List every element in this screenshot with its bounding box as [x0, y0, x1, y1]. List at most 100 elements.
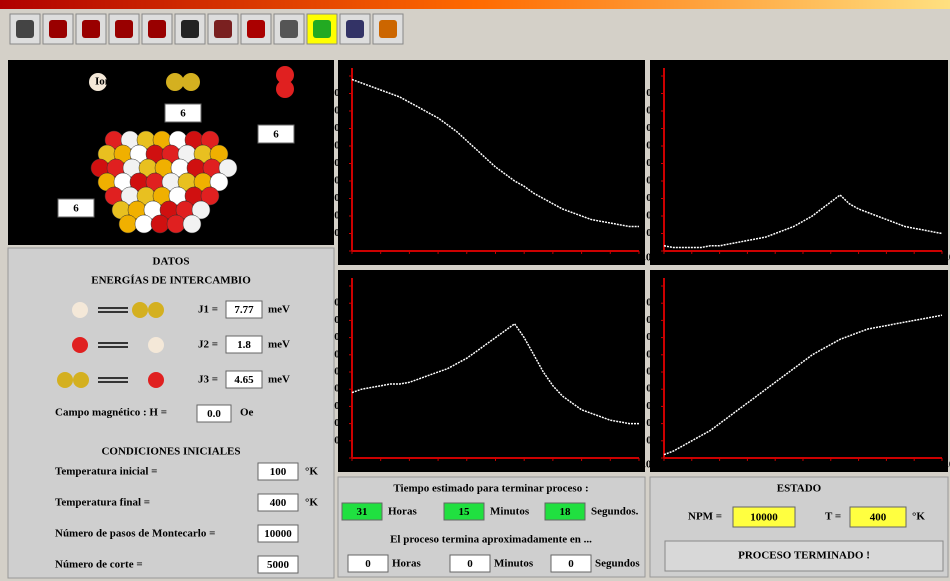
- condition-label: Número de corte =: [55, 559, 143, 571]
- x-tick-label: 130.0: [368, 459, 393, 471]
- y-tick-label: 0.5: [334, 366, 348, 378]
- legend-ball: [72, 337, 88, 353]
- y-tick-label: 0.4: [334, 383, 348, 395]
- y-tick-label: 0.2: [646, 417, 660, 429]
- remaining-value: 0: [467, 558, 473, 570]
- lattice-ball: [151, 215, 169, 233]
- chart-panel: [650, 60, 948, 265]
- x-tick-label: 310.0: [846, 252, 871, 264]
- section-subtitle: El proceso termina aproximadamente en ..…: [390, 534, 592, 546]
- chart-title: C / Cmax: [358, 271, 403, 283]
- time-unit: Minutos: [490, 506, 530, 518]
- x-tick-label: 340.0: [874, 252, 899, 264]
- chart-title: E / Emax: [670, 271, 714, 283]
- y-tick-label: 0.8: [646, 314, 660, 326]
- x-axis-label: T (K): [613, 446, 639, 458]
- x-tick-label: 250.0: [791, 252, 816, 264]
- x-tick-label: 190.0: [426, 459, 451, 471]
- field-label: Campo magnético : H =: [55, 407, 167, 419]
- y-tick-label: 0.1: [646, 227, 660, 239]
- chart-annotation: T = 0.0 Oe: [362, 308, 411, 320]
- legend-ball: [148, 337, 164, 353]
- ion-label: Ion =: [95, 76, 120, 88]
- chart-annotation: T = 0.0 Oe: [692, 109, 741, 121]
- x-tick-label: 220.0: [454, 252, 479, 264]
- y-tick-label: 0.1: [646, 434, 660, 446]
- y-tick-label: 0.2: [334, 210, 348, 222]
- y-tick-label: 0.5: [334, 157, 348, 169]
- legend-ball: [72, 302, 88, 318]
- legend-ball: [57, 372, 73, 388]
- toolbar-icon: [148, 20, 166, 38]
- condition-unit: °K: [305, 466, 318, 478]
- size-value: 6: [73, 203, 79, 215]
- ion-symbol: M: [128, 76, 139, 88]
- time-unit: Segundos.: [591, 506, 639, 518]
- temp-unit: °K: [912, 511, 925, 523]
- toolbar-icon: [214, 20, 232, 38]
- status-text: PROCESO TERMINADO !: [738, 550, 870, 562]
- size-label: Ny =: [228, 128, 250, 140]
- exchange-value: 7.77: [234, 304, 254, 316]
- y-tick-label: 0.3: [334, 400, 348, 412]
- y-tick-label: 1: [343, 70, 349, 82]
- y-tick-label: 0.9: [334, 87, 348, 99]
- section-title: ESTADO: [777, 483, 822, 495]
- condition-label: Temperatura final =: [55, 497, 150, 509]
- y-tick-label: 0.1: [334, 434, 348, 446]
- toolbar-icon: [181, 20, 199, 38]
- x-tick-label: 190.0: [735, 459, 760, 471]
- chart-title: X: [670, 61, 678, 73]
- y-tick-label: 0.4: [334, 175, 348, 187]
- x-tick-label: 280.0: [512, 252, 537, 264]
- lattice-ball: [119, 215, 137, 233]
- y-tick-label: 0.5: [646, 157, 660, 169]
- time-value: 31: [357, 506, 368, 518]
- y-tick-label: 0.4: [646, 383, 660, 395]
- remaining-value: 0: [365, 558, 371, 570]
- x-tick-label: 400.0: [930, 252, 950, 264]
- condition-value: 400: [270, 497, 287, 509]
- x-tick-label: 100.0: [340, 252, 365, 264]
- condition-value: 10000: [264, 528, 292, 540]
- x-tick-label: 190.0: [735, 252, 760, 264]
- x-axis-label: T (K): [613, 239, 639, 251]
- size-value: 6: [180, 108, 186, 120]
- toolbar-icon: [313, 20, 331, 38]
- section-title: CONDICIONES INICIALES: [101, 446, 240, 458]
- ion-charge: 4+: [64, 67, 76, 79]
- section-subtitle: ENERGÍAS DE INTERCAMBIO: [91, 275, 251, 287]
- time-value: 15: [459, 506, 471, 518]
- legend-ball: [148, 302, 164, 318]
- condition-value: 5000: [267, 559, 290, 571]
- x-tick-label: 130.0: [368, 252, 393, 264]
- x-tick-label: 130.0: [679, 459, 704, 471]
- exchange-label: J3 =: [198, 374, 218, 386]
- x-tick-label: 250.0: [791, 459, 816, 471]
- x-tick-label: 160.0: [707, 459, 732, 471]
- y-tick-label: 0.1: [334, 227, 348, 239]
- x-tick-label: 130.0: [679, 252, 704, 264]
- chart-title: M / Mm: [358, 61, 396, 73]
- x-tick-label: 250.0: [483, 459, 508, 471]
- ion-symbol: M: [238, 76, 249, 88]
- x-tick-label: 400.0: [627, 459, 652, 471]
- section-title: DATOS: [153, 256, 190, 268]
- field-value: 0.0: [207, 408, 221, 420]
- condition-label: Número de pasos de Montecarlo =: [55, 528, 215, 540]
- exchange-unit: meV: [268, 339, 290, 351]
- y-tick-label: 0.7: [334, 122, 348, 134]
- y-tick-label: 0.7: [334, 331, 348, 343]
- x-tick-label: 340.0: [569, 252, 594, 264]
- ion-symbol: M: [51, 76, 62, 88]
- exchange-value: 1.8: [237, 339, 251, 351]
- y-tick-label: 0.5: [646, 366, 660, 378]
- y-tick-label: 0.6: [334, 140, 348, 152]
- y-tick-label: 0.9: [334, 297, 348, 309]
- x-tick-label: 250.0: [483, 252, 508, 264]
- x-tick-label: 160.0: [707, 252, 732, 264]
- exchange-unit: meV: [268, 304, 290, 316]
- x-tick-label: 370.0: [902, 459, 927, 471]
- toolbar-icon: [379, 20, 397, 38]
- y-tick-label: 0.9: [646, 297, 660, 309]
